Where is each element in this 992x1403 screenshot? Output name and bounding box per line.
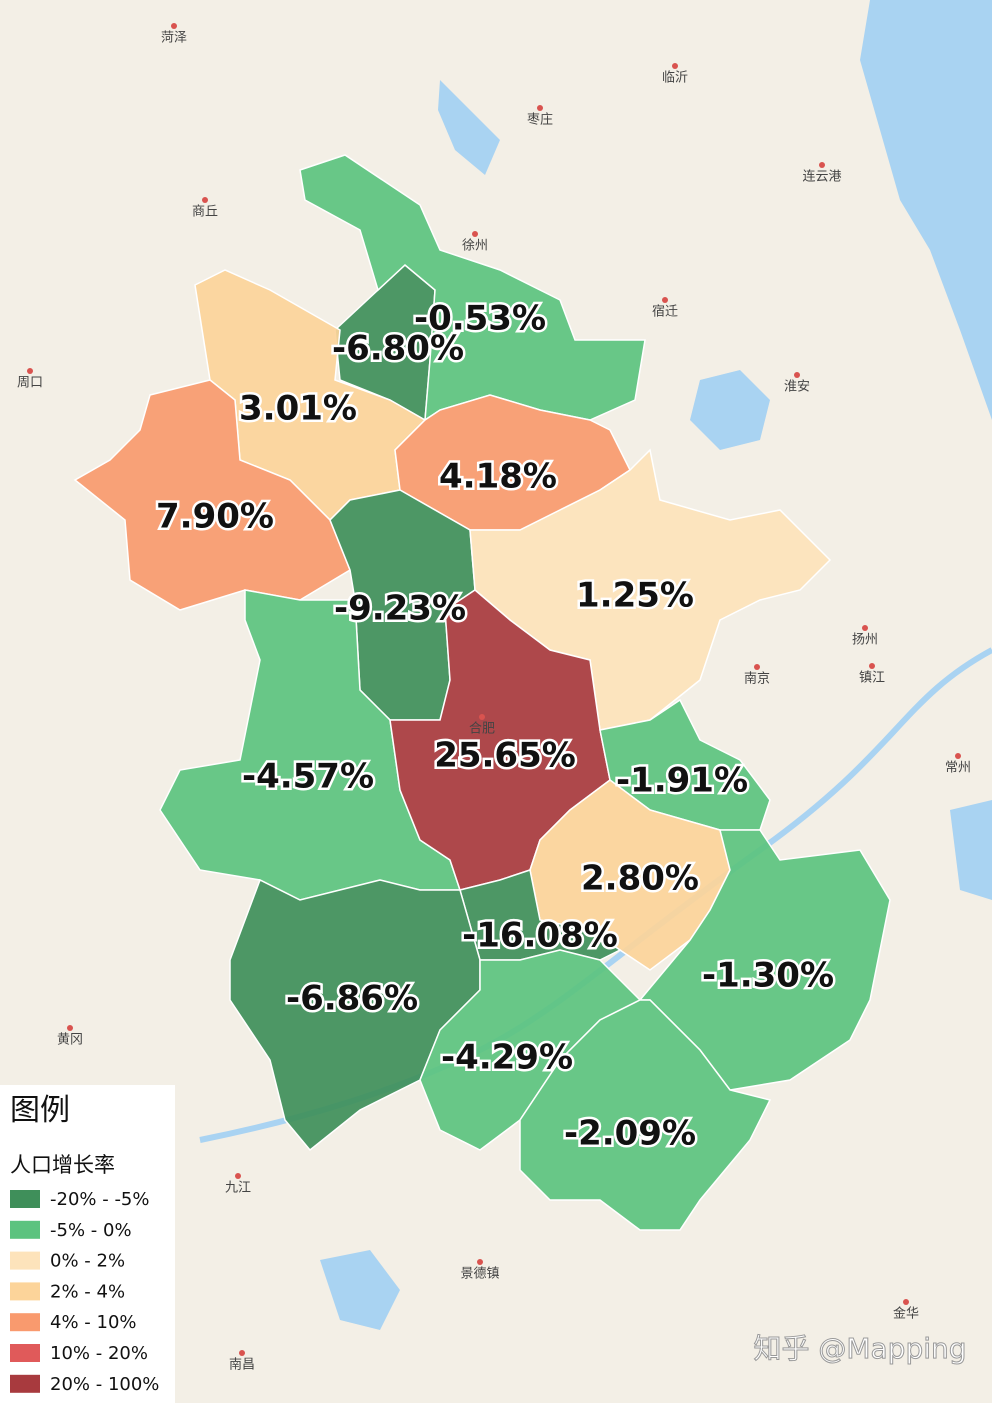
- city-dot: [869, 663, 875, 669]
- region-label: -6.80%: [332, 329, 464, 369]
- city-dot: [235, 1173, 241, 1179]
- city-label: 黄冈: [57, 1033, 83, 1048]
- legend-label: 2% - 4%: [50, 1281, 125, 1302]
- sea: [860, 0, 992, 420]
- city-dot: [672, 63, 678, 69]
- city-label: 镇江: [859, 671, 885, 686]
- city-label: 菏泽: [161, 31, 187, 46]
- region-label: -4.57%: [242, 757, 374, 797]
- region: [519, 999, 772, 1231]
- city-dot: [955, 753, 961, 759]
- region-label: -9.23%: [334, 589, 466, 629]
- region-label: -4.29%: [441, 1038, 573, 1078]
- region: [638, 829, 891, 1091]
- city-dot: [903, 1299, 909, 1305]
- legend-subtitle: 人口增长率: [10, 1153, 115, 1177]
- region-label: -6.86%: [286, 979, 418, 1019]
- legend-title: 图例: [10, 1093, 70, 1128]
- city-dot: [819, 162, 825, 168]
- region-label: 4.18%: [439, 457, 557, 497]
- city-label: 连云港: [802, 169, 841, 185]
- region-label: 7.90%: [156, 497, 274, 537]
- lake: [438, 80, 500, 175]
- legend-swatch: [10, 1282, 40, 1301]
- city-label: 临沂: [662, 71, 688, 86]
- legend: 图例 人口增长率 -20% - -5% -5% - 0% 0% - 2% 2% - 4…: [0, 1085, 175, 1403]
- city-dot: [479, 714, 485, 720]
- legend-label: -5% - 0%: [50, 1220, 132, 1241]
- legend-label: 10% - 20%: [50, 1343, 148, 1364]
- city-label: 金华: [893, 1306, 919, 1322]
- city-dot: [27, 368, 33, 374]
- city-label: 景德镇: [460, 1267, 499, 1282]
- legend-swatch: [10, 1190, 40, 1208]
- region-label: -1.30%: [702, 956, 834, 996]
- lake: [320, 1250, 400, 1330]
- city-dot: [537, 105, 543, 111]
- city-dot: [794, 372, 800, 378]
- legend-swatch: [10, 1251, 40, 1270]
- city-label: 宿迁: [652, 304, 678, 320]
- watermark: 知乎 @Mapping: [753, 1332, 966, 1365]
- city-label: 周口: [17, 376, 43, 391]
- city-dot: [662, 297, 668, 303]
- regions: [73, 154, 891, 1231]
- city-dot: [202, 197, 208, 203]
- city-label: 合肥: [469, 722, 495, 737]
- legend-swatch: [10, 1344, 40, 1362]
- region-label: -1.91%: [616, 761, 748, 801]
- region-label: 3.01%: [239, 389, 357, 429]
- legend-swatch: [10, 1220, 40, 1239]
- city-label: 常州: [945, 761, 971, 776]
- region-label: 1.25%: [576, 576, 694, 616]
- region-label: 25.65%: [434, 736, 576, 776]
- city-dot: [472, 231, 478, 237]
- city-dot: [171, 23, 177, 29]
- lake: [950, 800, 992, 900]
- city-label: 南昌: [229, 1357, 255, 1373]
- region-label: -2.09%: [564, 1114, 696, 1154]
- legend-label: 0% - 2%: [50, 1251, 125, 1272]
- legend-label: 4% - 10%: [50, 1312, 137, 1333]
- city-dot: [754, 664, 760, 670]
- region-label: -16.08%: [462, 916, 618, 956]
- region-labels: -6.80%-0.53% 3.01% 7.90% 4.18% -9.23% 1.25% -4…: [154, 296, 837, 1156]
- city-label: 淮安: [784, 380, 810, 395]
- lake: [690, 370, 770, 450]
- legend-swatch: [10, 1374, 40, 1393]
- city-dot: [477, 1259, 483, 1265]
- legend-label: 20% - 100%: [50, 1374, 159, 1395]
- region-label: -0.53%: [414, 299, 546, 339]
- city-label: 枣庄: [527, 112, 553, 128]
- city-label: 扬州: [852, 633, 878, 648]
- city-dot: [67, 1025, 73, 1031]
- legend-label: -20% - -5%: [50, 1189, 150, 1210]
- city-dot: [862, 625, 868, 631]
- region-label: 2.80%: [581, 859, 699, 899]
- legend-swatch: [10, 1313, 40, 1332]
- city-dot: [239, 1350, 245, 1356]
- city-label: 商丘: [192, 205, 218, 220]
- city-label: 徐州: [462, 239, 488, 254]
- city-label: 九江: [225, 1181, 251, 1196]
- city-label: 南京: [744, 671, 770, 687]
